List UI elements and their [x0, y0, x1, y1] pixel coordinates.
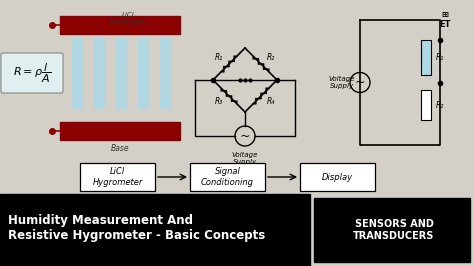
Text: R₄: R₄ — [267, 98, 275, 106]
Bar — [60, 16, 180, 34]
Bar — [160, 38, 170, 108]
FancyBboxPatch shape — [1, 53, 63, 93]
Text: $R = \rho\dfrac{l}{A}$: $R = \rho\dfrac{l}{A}$ — [13, 61, 51, 85]
Text: LiCl
Hygrometer: LiCl Hygrometer — [92, 167, 143, 187]
FancyBboxPatch shape — [300, 163, 375, 191]
Bar — [421, 90, 431, 120]
Bar — [0, 194, 310, 266]
Text: Base: Base — [111, 144, 129, 153]
Text: ~: ~ — [355, 76, 365, 89]
Text: R₂: R₂ — [267, 53, 275, 63]
Bar — [421, 40, 431, 75]
Text: LiCl
Electrodes: LiCl Electrodes — [109, 12, 146, 25]
Text: R₁: R₁ — [436, 53, 444, 62]
FancyBboxPatch shape — [190, 163, 265, 191]
Text: Voltage
Supply: Voltage Supply — [329, 76, 355, 89]
FancyBboxPatch shape — [80, 163, 155, 191]
Text: R₃: R₃ — [215, 98, 223, 106]
Text: Signal
Conditioning: Signal Conditioning — [201, 167, 254, 187]
Bar — [138, 38, 148, 108]
Bar — [60, 122, 180, 140]
Text: ~: ~ — [240, 130, 250, 143]
Text: SENSORS AND
TRANSDUCERS: SENSORS AND TRANSDUCERS — [353, 219, 435, 241]
Text: R₁: R₁ — [215, 53, 223, 63]
Text: Humidity Measurement And
Resistive Hygrometer - Basic Concepts: Humidity Measurement And Resistive Hygro… — [8, 214, 265, 242]
Bar — [314, 198, 470, 262]
Bar — [94, 38, 104, 108]
Text: ⊞
ET: ⊞ ET — [439, 10, 451, 30]
Text: R₂: R₂ — [436, 101, 444, 110]
Text: Voltage
Supply: Voltage Supply — [232, 152, 258, 165]
Text: Display: Display — [322, 172, 353, 181]
Bar — [72, 38, 82, 108]
Bar — [116, 38, 126, 108]
